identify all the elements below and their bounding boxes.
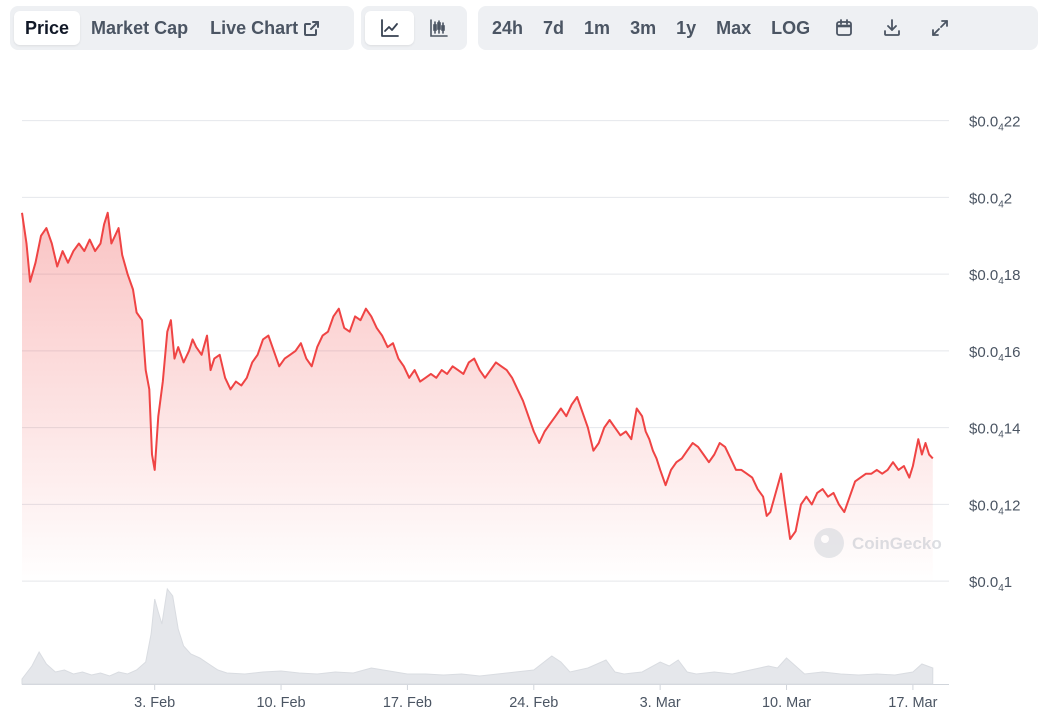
calendar-icon [835, 19, 853, 37]
price-area-fill [22, 212, 933, 586]
x-tick-label: 17. Feb [383, 695, 432, 711]
x-axis-labels: 3. Feb 10. Feb 17. Feb 24. Feb 3. Mar 10. Mar… [134, 695, 938, 711]
y-tick-label: $0.0414 [969, 421, 1020, 441]
range-1y-button[interactable]: 1y [676, 17, 697, 38]
range-1m-button[interactable]: 1m [584, 17, 611, 38]
coingecko-logo-eye [821, 535, 829, 543]
tab-price[interactable]: Price [14, 11, 81, 45]
coingecko-logo-icon [814, 528, 844, 558]
range-max-button[interactable]: Max [716, 17, 752, 38]
chart-toolbar: Price Market Cap Live Chart [10, 6, 1038, 52]
x-tick-label: 10. Feb [256, 695, 305, 711]
chart-mode-toggle [361, 6, 467, 50]
fullscreen-button[interactable] [916, 11, 964, 45]
volume-area [21, 587, 934, 685]
range-3m-button[interactable]: 3m [630, 17, 657, 38]
chart-type-tabs: Price Market Cap Live Chart [10, 6, 354, 50]
x-tick-label: 17. Mar [888, 695, 937, 711]
y-tick-label: $0.0418 [969, 267, 1020, 287]
y-tick-label: $0.0416 [969, 344, 1020, 364]
tab-live-chart[interactable]: Live Chart [199, 11, 331, 45]
fullscreen-icon [930, 18, 950, 38]
candlestick-icon [429, 18, 449, 38]
x-tick-label: 10. Mar [762, 695, 811, 711]
tab-live-chart-label: Live Chart [210, 17, 299, 38]
y-tick-label: $0.042 [969, 190, 1012, 210]
download-button[interactable] [868, 11, 916, 45]
time-range-selector: 24h 7d 1m 3m 1y Max LOG [478, 6, 1038, 50]
x-tick-label: 24. Feb [509, 695, 558, 711]
price-area [22, 212, 933, 586]
y-axis-labels: $0.041 $0.0412 $0.0414 $0.0416 $0.0418 $0.042… [969, 114, 1020, 594]
line-chart-button[interactable] [365, 11, 414, 45]
x-tick-label: 3. Mar [640, 695, 681, 711]
coingecko-watermark: CoinGecko [814, 528, 942, 558]
date-picker-button[interactable] [820, 11, 868, 45]
external-link-icon [303, 20, 320, 37]
range-7d-button[interactable]: 7d [543, 17, 565, 38]
x-tick-label: 3. Feb [134, 695, 175, 711]
candlestick-chart-button[interactable] [414, 11, 463, 45]
tab-market-cap[interactable]: Market Cap [91, 17, 189, 38]
y-tick-label: $0.0422 [969, 114, 1020, 134]
y-tick-label: $0.041 [969, 574, 1012, 594]
log-scale-button[interactable]: LOG [771, 17, 811, 38]
price-line-path [21, 211, 934, 540]
y-tick-label: $0.0412 [969, 497, 1020, 517]
download-icon [882, 18, 902, 38]
price-line [21, 211, 934, 540]
watermark-text: CoinGecko [852, 534, 942, 553]
volume-area-path [21, 587, 934, 685]
line-chart-icon [380, 18, 400, 38]
range-24h-button[interactable]: 24h [492, 17, 524, 38]
